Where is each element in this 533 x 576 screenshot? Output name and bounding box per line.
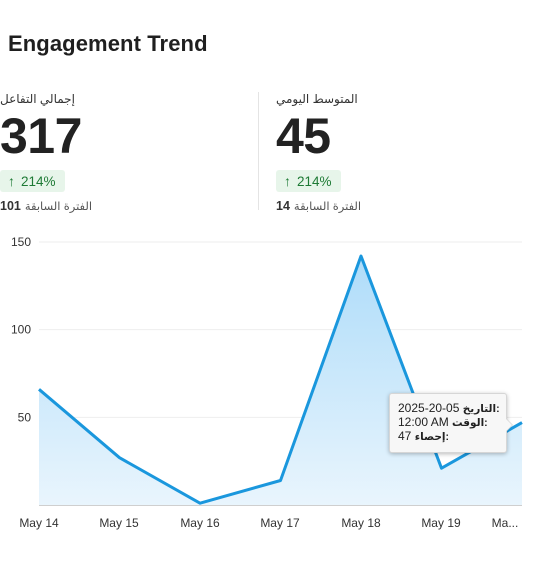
change-value: 214% [21, 173, 56, 189]
x-tick-label: May 15 [99, 516, 139, 530]
tooltip-time-value: 12:00 AM [398, 415, 449, 429]
metric-divider [258, 92, 259, 210]
metric-value: 317 [0, 108, 82, 164]
arrow-up-icon: ↑ [284, 173, 291, 189]
chart-title: Engagement Trend [8, 31, 208, 56]
series-area [39, 256, 522, 505]
change-badge: ↑ 214% [276, 170, 341, 192]
x-tick-label: May 14 [19, 516, 59, 530]
previous-label: الفترة السابقة [24, 201, 93, 213]
x-tick-label: Ma... [492, 516, 519, 530]
tooltip-date: 2025-20-05 التاريخ: [398, 401, 506, 415]
tooltip-count-value: 47 [398, 429, 412, 443]
metric-daily-average: المتوسط اليومي 45 ↑ 214% 14 الفترة السابق… [276, 90, 361, 214]
tooltip-time: 12:00 AM الوقت: [398, 415, 506, 429]
y-tick-label: 100 [11, 323, 31, 337]
metric-total-engagement: إجمالي التفاعل 317 ↑ 214% 101 الفترة السا… [0, 90, 92, 214]
change-value: 214% [297, 173, 332, 189]
y-tick-label: 150 [11, 235, 31, 249]
x-tick-label: May 16 [180, 516, 220, 530]
x-tick-label: May 18 [341, 516, 381, 530]
tooltip-date-value: 2025-20-05 [398, 401, 460, 415]
previous-value: 101 [0, 199, 21, 213]
metric-label: المتوسط اليومي [276, 92, 358, 106]
arrow-up-icon: ↑ [8, 173, 15, 189]
tooltip-time-key: الوقت: [452, 417, 488, 429]
tooltip-count: 47 إحصاء: [398, 429, 506, 443]
metric-label: إجمالي التفاعل [0, 92, 75, 106]
change-badge: ↑ 214% [0, 170, 65, 192]
metric-value: 45 [276, 108, 331, 164]
previous-period: 14 الفترة السابقة [276, 198, 361, 214]
x-tick-label: May 17 [260, 516, 300, 530]
previous-label: الفترة السابقة [293, 201, 362, 213]
chart-tooltip: 2025-20-05 التاريخ: 12:00 AM الوقت: 47 إ… [389, 393, 513, 453]
series-line[interactable] [38, 254, 523, 505]
tooltip-count-key: إحصاء: [414, 431, 450, 443]
engagement-area-chart[interactable]: 50 100 150 May 14 May 15 May 16 May 17 May 18 M… [0, 228, 533, 538]
previous-period: 101 الفترة السابقة [0, 198, 92, 214]
previous-value: 14 [276, 199, 290, 213]
tooltip-date-key: التاريخ: [462, 403, 500, 415]
x-tick-label: May 19 [421, 516, 461, 530]
y-tick-label: 50 [18, 410, 32, 424]
